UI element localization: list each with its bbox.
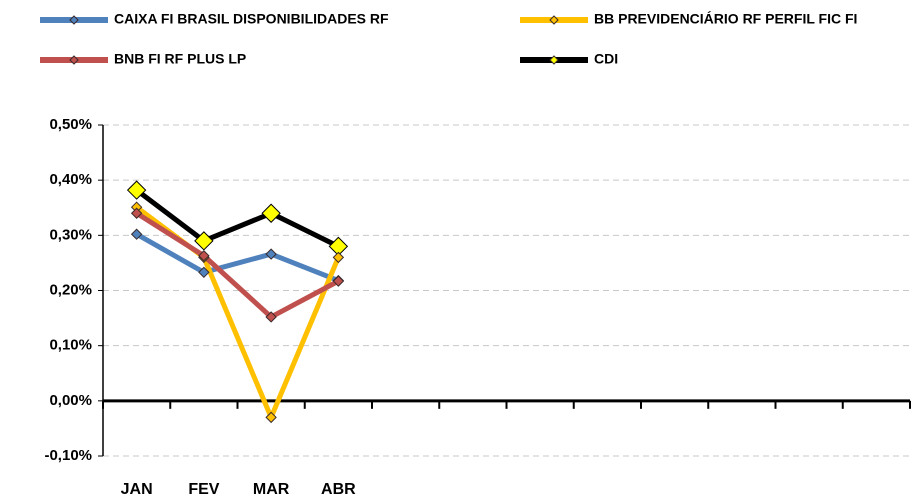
x-tick-label: FEV: [188, 481, 219, 498]
data-point: [194, 231, 214, 251]
legend-marker: [549, 15, 559, 25]
series-line: [135, 232, 340, 283]
legend-marker: [69, 55, 79, 65]
data-point: [261, 203, 281, 223]
data-point: [198, 266, 210, 279]
y-tick-label: 0,50%: [49, 116, 92, 133]
series-line: [135, 205, 341, 420]
data-point: [265, 411, 277, 424]
legend-label: CAIXA FI BRASIL DISPONIBILIDADES RF: [114, 11, 389, 27]
y-tick-label: 0,40%: [49, 171, 92, 188]
x-tick-label: ABR: [321, 481, 356, 498]
data-point: [332, 275, 345, 287]
y-tick-label: 0,20%: [49, 281, 92, 298]
series-line: [135, 211, 340, 320]
data-point: [198, 250, 210, 262]
y-tick-label: 0,10%: [49, 337, 92, 354]
data-point: [265, 248, 277, 260]
legend-label: BB PREVIDENCIÁRIO RF PERFIL FIC FI: [594, 11, 857, 27]
series-line: [135, 188, 340, 249]
data-point: [265, 311, 277, 323]
y-tick-label: -0,10%: [44, 447, 92, 464]
legend-label: CDI: [594, 51, 618, 67]
y-tick-label: 0,00%: [49, 392, 92, 409]
x-tick-label: MAR: [253, 481, 290, 498]
legend-label: BNB FI RF PLUS LP: [114, 51, 246, 67]
data-point: [130, 207, 143, 219]
y-tick-label: 0,30%: [49, 226, 92, 243]
legend-marker: [549, 55, 559, 65]
legend-marker: [69, 15, 79, 25]
data-point: [130, 228, 143, 240]
data-point: [332, 251, 345, 264]
x-tick-label: JAN: [121, 481, 153, 498]
data-point: [126, 180, 147, 200]
